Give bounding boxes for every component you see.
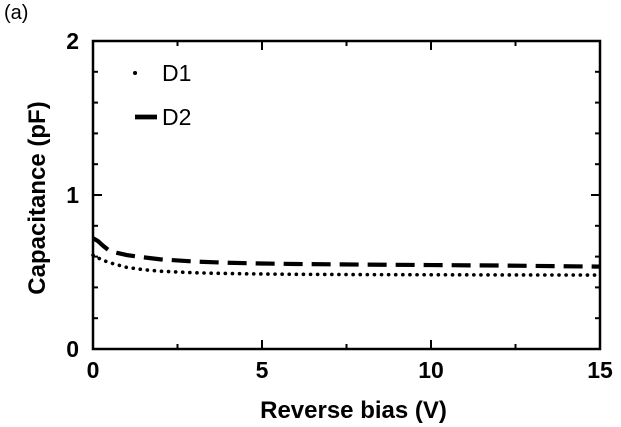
legend-label-d1: D1 [162, 60, 191, 86]
legend: D1 D2 [133, 60, 191, 130]
panel-label: (a) [4, 2, 29, 24]
y-axis-title: Capacitance (pF) [24, 101, 51, 294]
series-line-d1 [91, 253, 602, 277]
y-tick-label: 0 [66, 336, 79, 362]
y-tick-label: 1 [66, 182, 79, 208]
plot-frame [91, 39, 602, 351]
x-tick-label: 0 [87, 357, 100, 383]
axes: 0 5 10 15 0 1 2 Reverse bias (V) Capacitance (pF… [24, 28, 613, 424]
legend-label-d2: D2 [162, 104, 191, 130]
series-line-d2 [91, 236, 601, 269]
x-tick-label: 10 [418, 357, 444, 383]
x-tick-label: 5 [256, 357, 269, 383]
plot-area [91, 236, 602, 277]
y-tick-label: 2 [66, 28, 79, 54]
x-axis-title: Reverse bias (V) [260, 397, 447, 424]
x-tick-label: 15 [587, 357, 613, 383]
